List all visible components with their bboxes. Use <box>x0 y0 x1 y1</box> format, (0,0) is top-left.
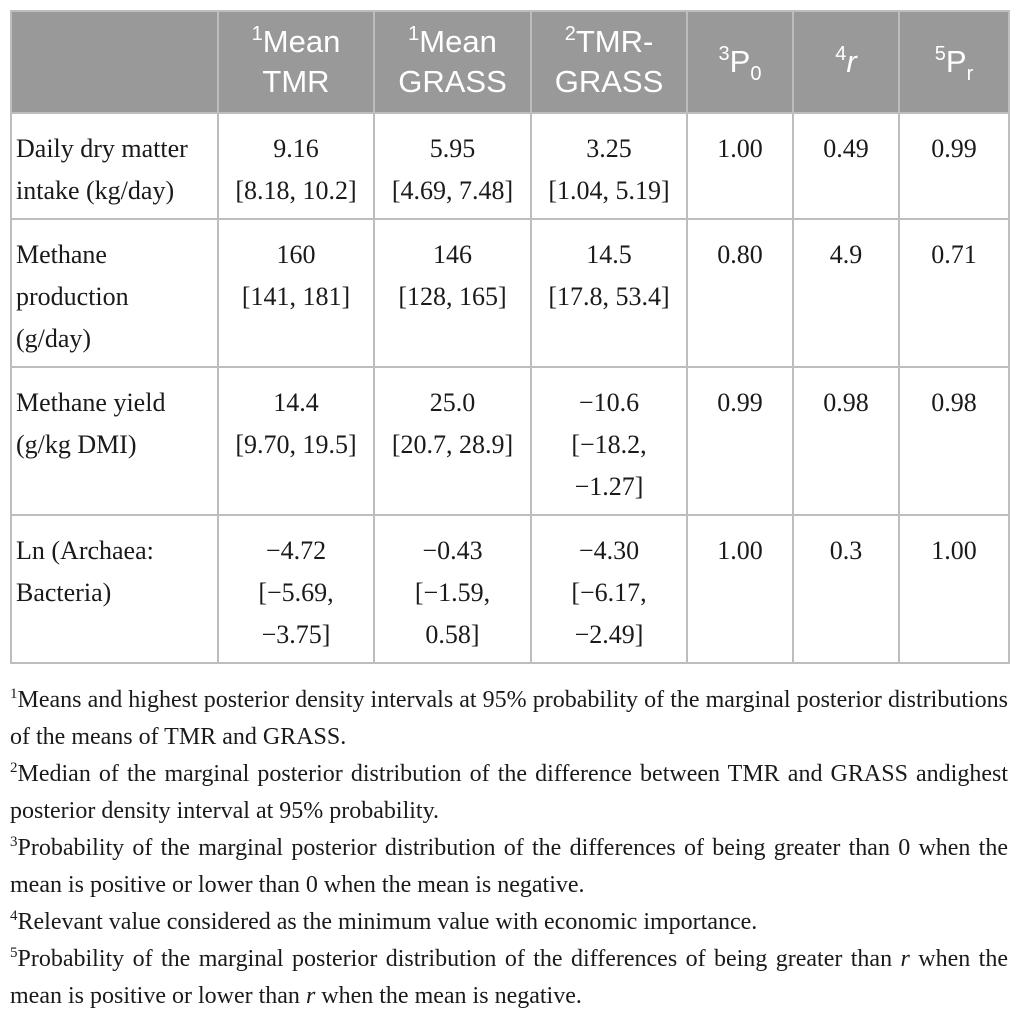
row-label: Ln (Archaea: Bacteria) <box>10 514 219 664</box>
header-row: 1Mean TMR 1Mean GRASS 2TMR- GRASS 3P0 4r 5P… <box>10 10 1010 114</box>
cell-pr: 0.98 <box>898 366 1010 516</box>
cell-mean-grass: −0.43 [−1.59, 0.58] <box>373 514 532 664</box>
cell-tmr-grass: 14.5 [17.8, 53.4] <box>530 218 688 368</box>
cell-pr: 0.99 <box>898 112 1010 220</box>
cell-r: 0.3 <box>792 514 900 664</box>
cell-p0: 1.00 <box>686 514 794 664</box>
row-methane-yield: Methane yield (g/kg DMI) 14.4 [9.70, 19.5]… <box>10 366 1010 516</box>
cell-tmr-grass: −4.30 [−6.17, −2.49] <box>530 514 688 664</box>
row-label: Methane yield (g/kg DMI) <box>10 366 219 516</box>
row-ln-archaea-bacteria: Ln (Archaea: Bacteria) −4.72 [−5.69, −3.75]… <box>10 514 1010 664</box>
cell-p0: 1.00 <box>686 112 794 220</box>
footnotes: 1Means and highest posterior density int… <box>10 682 1008 1015</box>
cell-p0: 0.99 <box>686 366 794 516</box>
cell-tmr-grass: −10.6 [−18.2, −1.27] <box>530 366 688 516</box>
cell-mean-tmr: −4.72 [−5.69, −3.75] <box>217 514 375 664</box>
row-daily-dry-matter-intake: Daily dry matter intake (kg/day) 9.16 [8.1… <box>10 112 1010 220</box>
cell-p0: 0.80 <box>686 218 794 368</box>
header-r: 4r <box>792 10 900 114</box>
cell-mean-grass: 25.0 [20.7, 28.9] <box>373 366 532 516</box>
cell-mean-grass: 5.95 [4.69, 7.48] <box>373 112 532 220</box>
cell-pr: 1.00 <box>898 514 1010 664</box>
cell-r: 0.49 <box>792 112 900 220</box>
results-table: 1Mean TMR 1Mean GRASS 2TMR- GRASS 3P0 4r 5P… <box>10 10 1010 664</box>
footnote-1: 1Means and highest posterior density int… <box>10 686 1008 751</box>
row-label: Methane production (g/day) <box>10 218 219 368</box>
footnote-2: 2Median of the marginal posterior distri… <box>10 760 1008 825</box>
header-mean-grass: 1Mean GRASS <box>373 10 532 114</box>
header-mean-tmr: 1Mean TMR <box>217 10 375 114</box>
footnote-3: 3Probability of the marginal posterior d… <box>10 834 1008 899</box>
header-blank <box>10 10 219 114</box>
header-pr: 5Pr <box>898 10 1010 114</box>
cell-tmr-grass: 3.25 [1.04, 5.19] <box>530 112 688 220</box>
cell-mean-grass: 146 [128, 165] <box>373 218 532 368</box>
footnote-4: 4Relevant value considered as the minimu… <box>10 908 758 936</box>
cell-pr: 0.71 <box>898 218 1010 368</box>
cell-r: 4.9 <box>792 218 900 368</box>
header-p0: 3P0 <box>686 10 794 114</box>
footnote-5: 5Probability of the marginal posterior d… <box>10 945 1009 1010</box>
row-methane-production: Methane production (g/day) 160 [141, 181] 1… <box>10 218 1010 368</box>
cell-mean-tmr: 160 [141, 181] <box>217 218 375 368</box>
cell-mean-tmr: 9.16 [8.18, 10.2] <box>217 112 375 220</box>
header-tmr-grass: 2TMR- GRASS <box>530 10 688 114</box>
results-table-figure: 1Mean TMR 1Mean GRASS 2TMR- GRASS 3P0 4r 5P… <box>10 10 1010 1015</box>
cell-mean-tmr: 14.4 [9.70, 19.5] <box>217 366 375 516</box>
cell-r: 0.98 <box>792 366 900 516</box>
row-label: Daily dry matter intake (kg/day) <box>10 112 219 220</box>
